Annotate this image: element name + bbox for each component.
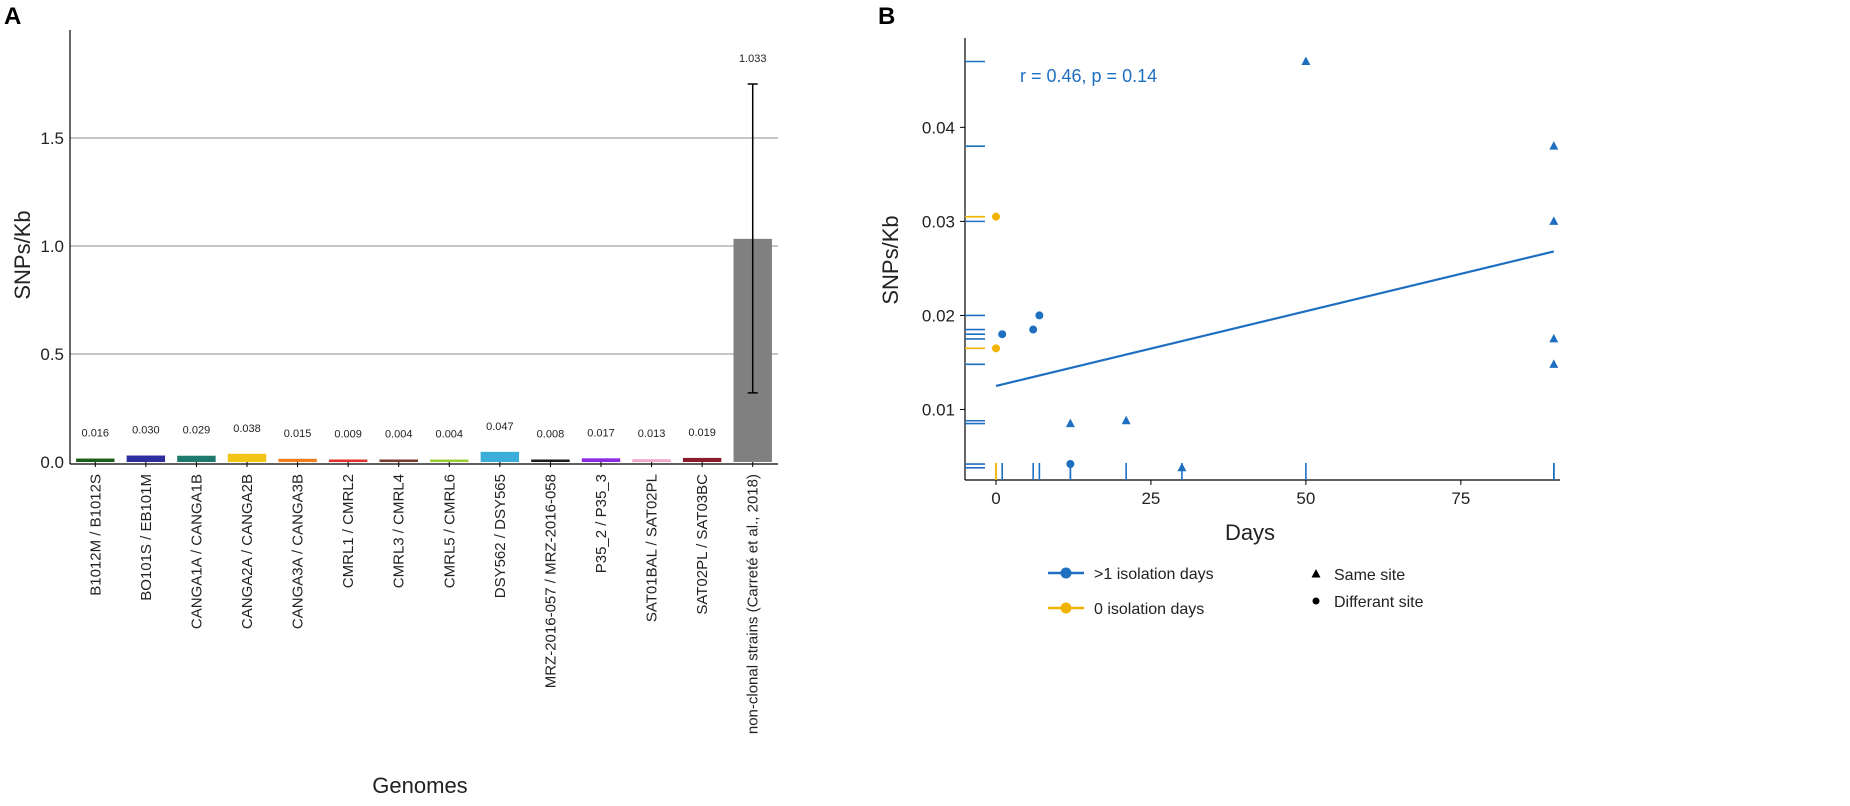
panel-a-category-label: CANGA3A / CANGA3B: [290, 474, 307, 629]
panel-b-point-triangle: [1549, 141, 1559, 150]
panel-b-point-triangle: [1065, 418, 1075, 428]
panel-a-data-label: 0.019: [688, 427, 716, 439]
panel-b-chart: B 0.01 0.02 0.03 0.04 0 25 50 75 r = 0.46, p =…: [878, 3, 1560, 618]
panel-a-category-label: non-clonal strains (Carreté et al., 2018…: [745, 474, 762, 734]
panel-a-ytick-label: 1.0: [40, 237, 64, 256]
panel-b-ytick-label: 0.03: [922, 212, 955, 231]
panel-b-trendline: [995, 250, 1555, 388]
panel-b-ylabel: SNPs/Kb: [878, 215, 903, 304]
panel-a-category-label: P35_2 / P35_3: [593, 474, 610, 573]
legend-series-label: >1 isolation days: [1094, 566, 1214, 583]
panel-a-ytick-label: 1.5: [40, 129, 64, 148]
panel-a-label: A: [4, 3, 21, 30]
panel-a-data-label: 0.017: [587, 427, 615, 439]
panel-a-data-label: 0.004: [385, 429, 413, 441]
panel-a-data-label: 1.033: [739, 53, 767, 65]
panel-a-ytick-label: 0.0: [40, 453, 64, 472]
panel-a-data-label: 0.029: [183, 425, 211, 437]
panel-a-bar: [126, 455, 166, 462]
panel-b-point-triangle: [1549, 216, 1559, 225]
legend-shape-label: Differant site: [1334, 594, 1424, 611]
panel-b-point-triangle: [1121, 415, 1131, 425]
panel-a-bar: [278, 458, 317, 462]
panel-a-bar: [531, 459, 570, 462]
panel-a-bar: [177, 455, 216, 462]
panel-a-category-label: BO101S / EB101M: [138, 474, 155, 601]
legend-shape-triangle: [1311, 569, 1321, 578]
panel-a-bar: [581, 458, 621, 462]
panel-b-xtick-label: 75: [1451, 489, 1470, 508]
panel-a-bar: [480, 451, 520, 462]
panel-a-category-label: SAT01BAL / SAT02PL: [644, 474, 661, 622]
panel-b-point-triangle: [1177, 462, 1187, 472]
panel-b-legend: >1 isolation days 0 isolation days Same si…: [1048, 566, 1424, 618]
legend-shape-label: Same site: [1334, 567, 1405, 584]
legend-series-label: 0 isolation days: [1094, 601, 1204, 618]
panel-b-point-triangle: [1301, 56, 1311, 66]
legend-series-marker: [1060, 602, 1072, 614]
panel-a-category-label: CMRL5 / CMRL6: [441, 474, 458, 588]
panel-a-bar: [227, 453, 267, 462]
panel-b-xlabel: Days: [1225, 520, 1275, 545]
panel-a-bar: [328, 459, 368, 462]
panel-a-data-label: 0.047: [486, 421, 514, 433]
panel-a-category-label: SAT02PL / SAT03BC: [694, 474, 711, 615]
panel-b-xtick-label: 50: [1296, 489, 1315, 508]
panel-a-category-label: MRZ-2016-057 / MRZ-2016-058: [542, 474, 559, 688]
panel-a-data-label: 0.008: [537, 429, 565, 441]
panel-a-bar: [379, 459, 418, 462]
panel-a-category-label: CANGA1A / CANGA1B: [188, 474, 205, 629]
panel-b-ytick-label: 0.04: [922, 118, 955, 137]
panel-b-point-circle: [1029, 325, 1038, 334]
panel-b-point-circle: [1066, 460, 1075, 469]
panel-b-ytick-label: 0.02: [922, 306, 955, 325]
panel-a-category-label: CMRL1 / CMRL2: [340, 474, 357, 588]
panel-a-ytick-label: 0.5: [40, 345, 64, 364]
panel-b-label: B: [878, 3, 895, 30]
panel-b-ytick-label: 0.01: [922, 400, 955, 419]
panel-b-point-circle: [991, 212, 1000, 221]
panel-a-bar: [76, 458, 115, 462]
panel-b-point-circle: [991, 344, 1000, 353]
panel-a-data-label: 0.009: [334, 429, 362, 441]
panel-b-point-triangle: [1549, 333, 1559, 343]
panel-a-category-label: B1012M / B1012S: [87, 474, 104, 596]
panel-a-category-label: CANGA2A / CANGA2B: [239, 474, 256, 629]
panel-b-xtick-label: 25: [1141, 489, 1160, 508]
panel-a-category-label: DSY562 / DSY565: [492, 474, 509, 598]
panel-a-data-label: 0.004: [436, 429, 464, 441]
panel-b-point-circle: [1035, 311, 1044, 320]
panel-a-data-label: 0.015: [284, 428, 312, 440]
panel-b-point-triangle: [1549, 359, 1559, 368]
panel-b-point-circle: [998, 330, 1007, 339]
panel-a-category-label: CMRL3 / CMRL4: [391, 474, 408, 588]
panel-a-ylabel: SNPs/Kb: [10, 210, 35, 299]
legend-shape-circle: [1312, 597, 1320, 605]
panel-a-chart: A 0.0 0.5 1.0 1.5 0.016 0.030 0.029 0.038 0.015…: [4, 3, 778, 798]
panel-a-bar: [682, 457, 722, 462]
panel-a-data-label: 0.030: [132, 425, 160, 437]
panel-a-data-label: 0.038: [233, 423, 261, 435]
panel-a-bar: [430, 459, 469, 462]
panel-a-xlabel: Genomes: [372, 773, 467, 798]
panel-b-xtick-label: 0: [991, 489, 1000, 508]
legend-series-marker: [1060, 567, 1072, 579]
panel-a-data-label: 0.013: [638, 428, 666, 440]
panel-a-bar: [632, 459, 671, 462]
panel-a-data-label: 0.016: [82, 428, 110, 440]
panel-b-annotation: r = 0.46, p = 0.14: [1020, 66, 1157, 86]
